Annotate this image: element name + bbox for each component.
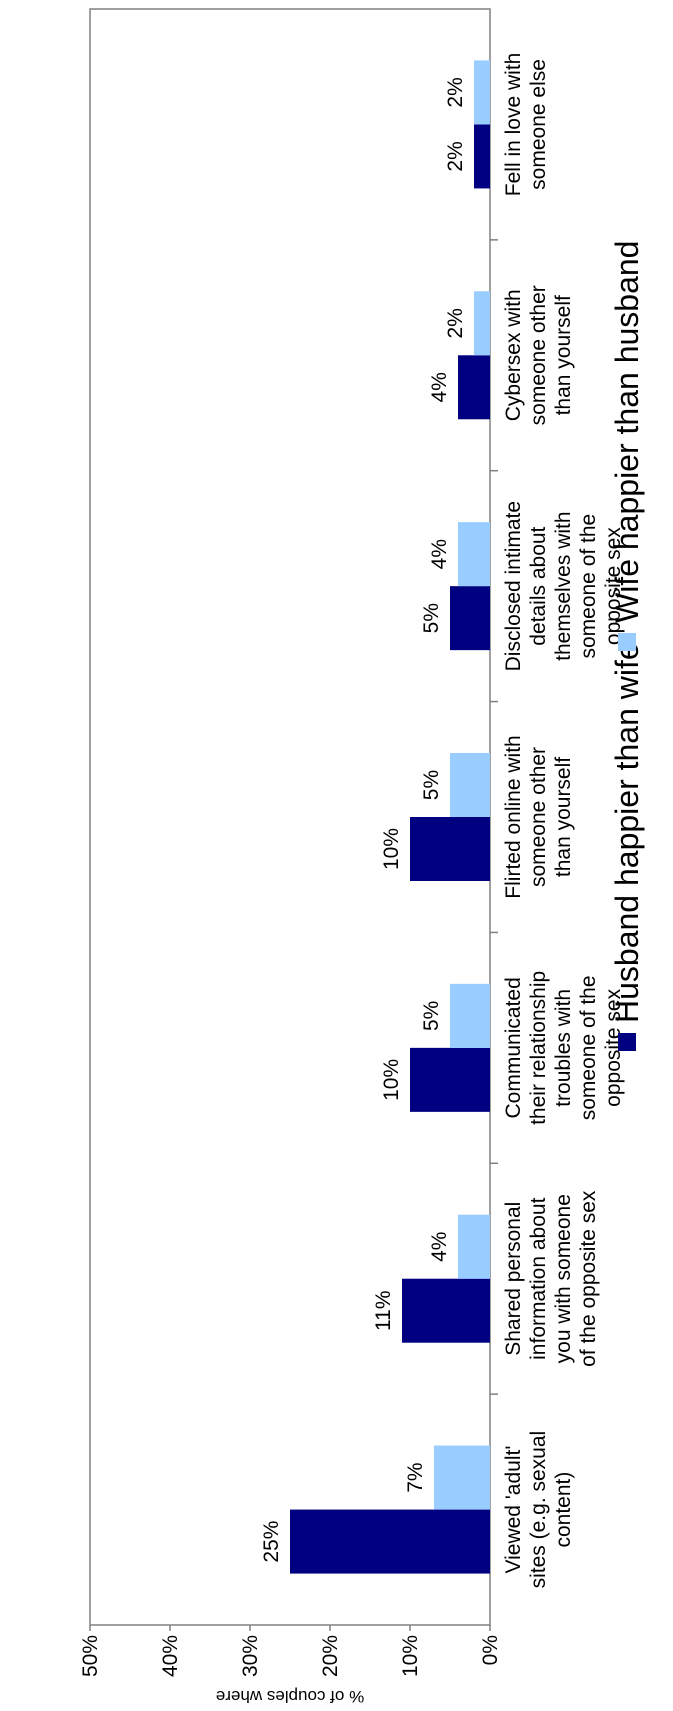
bar-value-label: 7% [404, 1462, 427, 1492]
bar-value-label: 4% [428, 372, 451, 402]
category-label: Communicatedtheir relationshiptroubles w… [502, 971, 625, 1125]
bar-husband [450, 586, 490, 651]
bar-value-label: 2% [444, 141, 467, 171]
bar-wife [434, 1445, 490, 1510]
bar-value-label: 5% [420, 1001, 443, 1031]
bar-wife [458, 1214, 490, 1279]
legend: Husband happier than wife Wife happier th… [609, 241, 645, 1051]
bar-value-label: 11% [372, 1290, 395, 1330]
bar-husband [458, 355, 490, 420]
category-label: Shared personalinformation aboutyou with… [502, 1190, 600, 1367]
y-tick-label: 0% [479, 1635, 502, 1665]
category-label: Viewed 'adult'sites (e.g. sexualcontent) [502, 1431, 575, 1589]
legend-label-wife: Wife happier than husband [609, 241, 645, 623]
category-label: Cybersex withsomeone otherthan yourself [502, 285, 575, 425]
legend-swatch-husband [618, 1033, 636, 1051]
bar-wife [450, 753, 490, 817]
plot-area: 25% 11% 10% 10% 5% 4% 2% 7% 4% 5% 5% 4% 2% 2% [89, 8, 491, 1626]
bar-wife [474, 60, 490, 125]
legend-swatch-wife [618, 633, 636, 651]
bar-value-label: 10% [380, 828, 403, 870]
bar-value-label: 25% [260, 1521, 283, 1563]
x-axis: Viewed 'adult'sites (e.g. sexualcontent)… [490, 53, 625, 1589]
y-axis: 0% 10% 20% 30% 40% 50% [79, 1625, 502, 1677]
bar-value-label: 4% [428, 1232, 451, 1262]
legend-label-husband: Husband happier than wife [609, 642, 645, 1023]
bar-wife [458, 522, 490, 587]
bar-value-label: 5% [420, 603, 443, 633]
y-tick-label: 50% [79, 1635, 102, 1677]
bar-value-label: 2% [444, 308, 467, 338]
y-tick-label: 10% [399, 1635, 422, 1677]
bar-husband [290, 1509, 490, 1574]
category-label: Flirted online withsomeone otherthan you… [502, 735, 575, 898]
bar-wife [474, 291, 490, 356]
bar-value-label: 2% [444, 77, 467, 107]
bar-value-label: 5% [420, 770, 443, 800]
y-axis-title: % of couples where [216, 1687, 364, 1706]
y-tick-label: 20% [319, 1635, 342, 1677]
bar-husband [410, 1047, 490, 1112]
bar-husband [402, 1278, 490, 1343]
bar-husband [474, 124, 490, 189]
y-tick-label: 40% [159, 1635, 182, 1677]
bar-wife [450, 983, 490, 1048]
bar-value-label: 10% [380, 1059, 403, 1101]
y-tick-label: 30% [239, 1635, 262, 1677]
category-label: Fell in love withsomeone else [502, 53, 550, 197]
category-label: Disclosed intimatedetails aboutthemselve… [502, 501, 625, 671]
bar-value-label: 4% [428, 539, 451, 569]
bar-husband [410, 817, 490, 881]
